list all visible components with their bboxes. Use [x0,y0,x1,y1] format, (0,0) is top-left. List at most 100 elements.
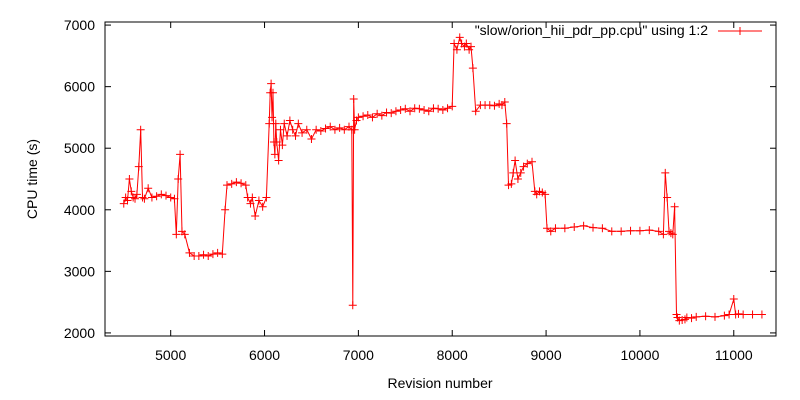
data-point-marker [237,179,246,188]
data-point-marker [645,226,654,235]
data-point-marker [401,104,410,113]
data-point-marker [406,107,414,116]
data-point-marker [276,125,285,134]
x-tick-label: 8000 [437,347,468,363]
y-tick-label: 6000 [64,79,95,95]
data-point-marker [144,184,153,193]
data-point-marker [283,131,292,140]
y-tick-label: 5000 [64,140,95,156]
data-point-marker [232,178,241,187]
data-point-marker [335,123,344,132]
data-point-marker [720,311,729,320]
data-point-marker [654,227,663,236]
data-point-marker [511,156,520,165]
data-point-marker [711,312,719,321]
legend-marker-sample [736,27,744,35]
data-point-marker [123,196,132,205]
data-point-marker [204,251,213,260]
data-point-marker [452,45,461,54]
data-point-marker [424,107,433,116]
data-point-marker [166,193,175,202]
data-point-marker [162,191,170,200]
data-point-marker [348,301,357,310]
data-point-marker [701,312,710,321]
data-point-marker [757,310,766,319]
data-point-marker [607,227,616,236]
data-point-marker [687,314,696,323]
data-point-marker [626,226,635,235]
data-point-marker [350,125,359,134]
data-point-marker [598,224,607,233]
plot-frame [104,21,777,337]
data-point-marker [223,181,231,190]
data-point-marker [262,193,271,202]
data-point-marker [663,193,672,202]
data-point-marker [271,119,280,128]
data-point-marker [131,194,140,203]
data-point-marker [560,224,569,233]
data-point-marker [208,250,217,259]
data-point-marker [180,230,189,239]
data-point-marker [321,124,330,133]
data-point-marker [516,168,525,177]
x-tick-label: 11000 [715,347,753,363]
data-point-marker [147,193,156,202]
data-point-marker [668,230,677,239]
data-point-marker [434,104,443,113]
data-point-marker [218,250,227,259]
data-point-marker [278,141,287,150]
y-tick-label: 2000 [64,325,95,341]
data-point-marker [288,125,297,134]
data-point-marker [666,229,675,238]
x-tick-label: 7000 [343,347,374,363]
data-point-marker [420,106,429,115]
data-point-marker [291,131,300,140]
data-point-marker [307,134,316,143]
data-point-marker [734,309,743,318]
data-point-marker [246,199,255,208]
data-point-marker [174,175,183,183]
data-point-marker [330,125,339,134]
data-point-marker [509,168,518,177]
data-point-marker [396,106,405,115]
y-axis-label: CPU time (s) [24,139,40,219]
data-point-marker [359,112,368,121]
data-point-marker [680,315,689,324]
data-point-marker [415,104,424,113]
data-point-marker [661,168,670,177]
data-point-marker [448,102,457,111]
data-point-marker [258,202,267,211]
data-point-marker [377,111,386,120]
x-tick-label: 9000 [530,347,561,363]
data-point-marker [363,110,372,119]
data-point-marker [391,107,400,116]
data-point-marker [152,192,161,201]
data-point-marker [387,109,396,118]
y-tick-label: 4000 [64,202,95,218]
data-point-marker [326,122,335,131]
legend-entry-label: "slow/orion_hii_pdr_pp.cpu" using 1:2 [475,22,709,38]
data-point-marker [194,251,203,260]
data-point-marker [268,88,277,97]
data-point-marker [302,125,311,134]
data-point-marker [748,310,757,319]
data-point-marker [485,101,494,110]
data-point-marker [268,113,277,122]
data-point-marker [285,116,294,125]
data-point-marker [462,39,471,48]
data-point-marker [280,119,289,128]
data-point-marker [227,179,236,188]
data-point-marker [316,126,325,135]
data-point-marker [170,194,179,203]
data-point-marker [443,104,452,113]
data-point-marker [373,109,382,118]
data-point-marker [617,227,626,236]
x-tick-label: 6000 [249,347,280,363]
data-point-marker [274,156,283,165]
series-layer [119,33,766,325]
data-point-marker [132,190,141,199]
data-point-marker [254,196,263,205]
data-point-marker [507,179,516,188]
data-point-marker [185,248,194,257]
data-point-marker [134,162,143,171]
